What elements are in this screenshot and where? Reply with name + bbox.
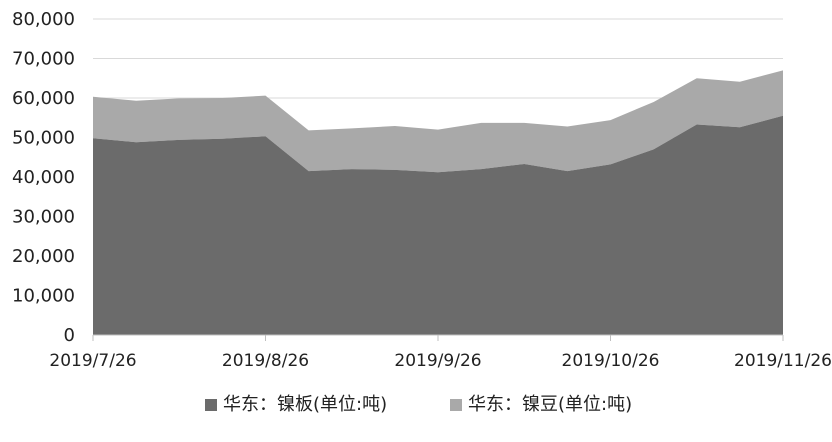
legend-label: 华东：镍板(单位:吨) xyxy=(223,394,387,415)
legend-swatch xyxy=(205,399,217,411)
axes xyxy=(92,334,784,341)
series-area-nickel-beans xyxy=(93,70,783,173)
y-tick-label: 70,000 xyxy=(12,49,75,70)
x-tick-label: 2019/10/26 xyxy=(562,351,660,371)
x-tick-label: 2019/9/26 xyxy=(394,351,481,371)
y-tick-label: 0 xyxy=(64,325,75,346)
legend: 华东：镍板(单位:吨) 华东：镍豆(单位:吨) xyxy=(205,394,632,415)
y-tick-label: 40,000 xyxy=(12,167,75,188)
y-tick-label: 50,000 xyxy=(12,128,75,149)
y-tick-label: 80,000 xyxy=(12,9,75,30)
x-tick-label: 2019/7/26 xyxy=(49,351,136,371)
y-tick-label: 60,000 xyxy=(12,88,75,109)
y-axis-ticks: 0 10,000 20,000 30,000 40,000 50,000 60,000 70,… xyxy=(12,9,75,346)
legend-swatch xyxy=(450,399,462,411)
plot-area xyxy=(93,70,783,335)
x-tick-label: 2019/11/26 xyxy=(734,351,832,371)
legend-label: 华东：镍豆(单位:吨) xyxy=(468,394,632,415)
x-axis-ticks: 2019/7/26 2019/8/26 2019/9/26 2019/10/26 201… xyxy=(49,351,832,371)
y-tick-label: 20,000 xyxy=(12,246,75,267)
series-area-nickel-plate xyxy=(93,115,783,335)
y-tick-label: 30,000 xyxy=(12,207,75,228)
y-tick-label: 10,000 xyxy=(12,286,75,307)
x-tick-label: 2019/8/26 xyxy=(222,351,309,371)
